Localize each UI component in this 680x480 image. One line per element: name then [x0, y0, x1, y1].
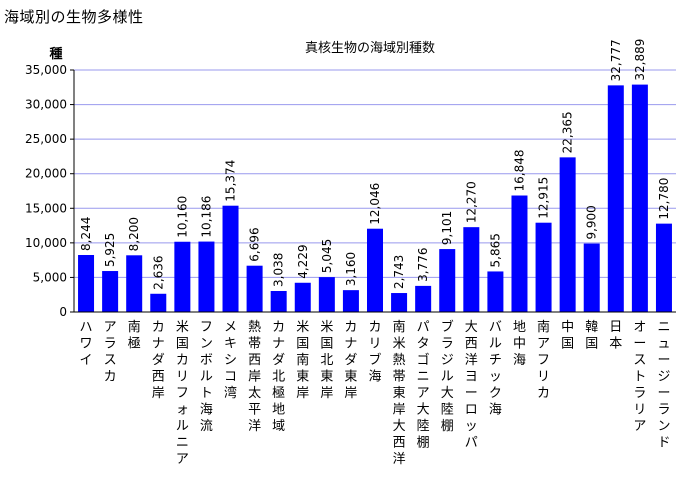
- x-tick-label: 南アフリカ: [537, 319, 550, 401]
- y-tick-label: 25,000: [25, 132, 67, 146]
- x-tick-label: 大西洋ヨーロッパ: [465, 320, 478, 451]
- y-tick-label: 10,000: [25, 236, 67, 250]
- x-tick-label: 熱帯西岸太平洋: [248, 320, 261, 434]
- bar: [150, 293, 167, 312]
- bar: [487, 271, 504, 312]
- data-labels: 8,244 5,925 8,200 2,636 10,160 10,186 15,374 6,…: [79, 39, 671, 290]
- y-tick-label: 5,000: [33, 270, 67, 284]
- x-tick-label: 日本: [609, 320, 622, 352]
- data-label: 8,200: [127, 217, 141, 251]
- bar: [318, 277, 335, 312]
- x-tick-label: バルチック海: [489, 320, 502, 418]
- x-tick-label: カナダ西岸: [152, 320, 165, 401]
- x-tick-label: 米国北東岸: [320, 320, 333, 401]
- data-label: 32,777: [609, 39, 623, 81]
- page-title: 海域別の生物多様性: [4, 8, 144, 26]
- x-tick-label: 南極: [128, 319, 141, 352]
- x-tick-label: 中国: [561, 320, 574, 352]
- bar: [102, 271, 119, 312]
- data-label: 4,229: [296, 244, 310, 278]
- data-label: 5,925: [103, 233, 117, 267]
- y-tick-label: 20,000: [25, 167, 67, 181]
- x-axis-ticks: ハワイアラスカ南極カナダ西岸米国カリフォルニアフンボルト海流メキシコ湾熱帯西岸太…: [80, 319, 671, 467]
- x-tick-label: 米国南東岸: [296, 320, 309, 401]
- y-tick-label: 15,000: [25, 201, 67, 215]
- y-tick-label: 30,000: [25, 98, 67, 112]
- x-tick-label: カナダ北極地域: [272, 320, 285, 434]
- y-tick-label: 0: [59, 305, 67, 319]
- bar: [511, 195, 528, 312]
- data-label: 16,848: [512, 150, 526, 192]
- x-tick-label: オーストラリア: [633, 320, 646, 434]
- x-tick-label: ニュージーランド: [657, 320, 670, 451]
- bar: [391, 293, 408, 312]
- bar: [583, 243, 600, 312]
- bar: [655, 223, 672, 312]
- x-tick-label: 米国カリフォルニア: [176, 320, 189, 467]
- bar: [126, 255, 143, 312]
- data-label: 3,160: [344, 252, 358, 286]
- data-label: 3,038: [272, 253, 286, 287]
- data-label: 9,101: [440, 211, 454, 245]
- x-tick-label: フンボルト海流: [200, 320, 213, 434]
- bar: [342, 290, 359, 312]
- data-label: 8,244: [79, 217, 93, 251]
- data-label: 6,696: [248, 227, 262, 261]
- bar: [294, 282, 311, 312]
- bar: [78, 254, 95, 312]
- data-label: 10,160: [175, 196, 189, 238]
- x-tick-label: ブラジル大陸棚: [441, 319, 454, 434]
- bar: [439, 249, 456, 312]
- y-axis-ticks: 0 5,000 10,000 15,000 20,000 25,000 30,000 35,0…: [25, 63, 74, 319]
- bar: [463, 227, 480, 312]
- bar: [367, 228, 383, 312]
- y-axis-label: 種: [49, 46, 62, 62]
- bar: [270, 290, 287, 312]
- x-tick-label: カナダ東岸: [344, 320, 357, 401]
- bar: [415, 285, 432, 312]
- data-label: 9,900: [585, 205, 599, 239]
- x-tick-label: アラスカ: [104, 320, 117, 385]
- x-tick-label: カリブ海: [368, 320, 381, 385]
- data-label: 12,915: [537, 177, 551, 219]
- data-label: 5,045: [320, 239, 334, 273]
- bar: [174, 241, 191, 312]
- data-label: 32,889: [633, 39, 647, 81]
- x-tick-label: 韓国: [585, 320, 598, 352]
- data-label: 2,636: [151, 255, 165, 289]
- y-tick-label: 35,000: [25, 63, 67, 77]
- bars: [78, 84, 672, 313]
- bar: [198, 241, 215, 312]
- data-label: 15,374: [224, 160, 238, 202]
- data-label: 5,865: [488, 233, 502, 267]
- x-tick-label: 地中海: [513, 320, 526, 368]
- x-tick-label: メキシコ湾: [224, 320, 237, 401]
- data-label: 10,186: [199, 196, 213, 238]
- bar: [246, 265, 263, 312]
- data-label: 12,780: [657, 178, 671, 220]
- x-tick-label: ハワイ: [80, 320, 93, 368]
- bar: [535, 222, 552, 312]
- data-label: 12,270: [464, 181, 478, 223]
- x-tick-label: パタゴニア大陸棚: [417, 320, 430, 451]
- bar: [559, 157, 576, 312]
- data-label: 3,776: [416, 248, 430, 282]
- chart-title: 真核生物の海域別種数: [305, 40, 435, 56]
- data-label: 2,743: [392, 255, 406, 289]
- bar: [222, 205, 239, 312]
- data-label: 12,046: [368, 183, 382, 225]
- bar: [631, 84, 648, 312]
- x-tick-label: 南米熱帯東岸大西洋: [393, 319, 406, 467]
- data-label: 22,365: [561, 111, 575, 153]
- bar: [607, 85, 624, 313]
